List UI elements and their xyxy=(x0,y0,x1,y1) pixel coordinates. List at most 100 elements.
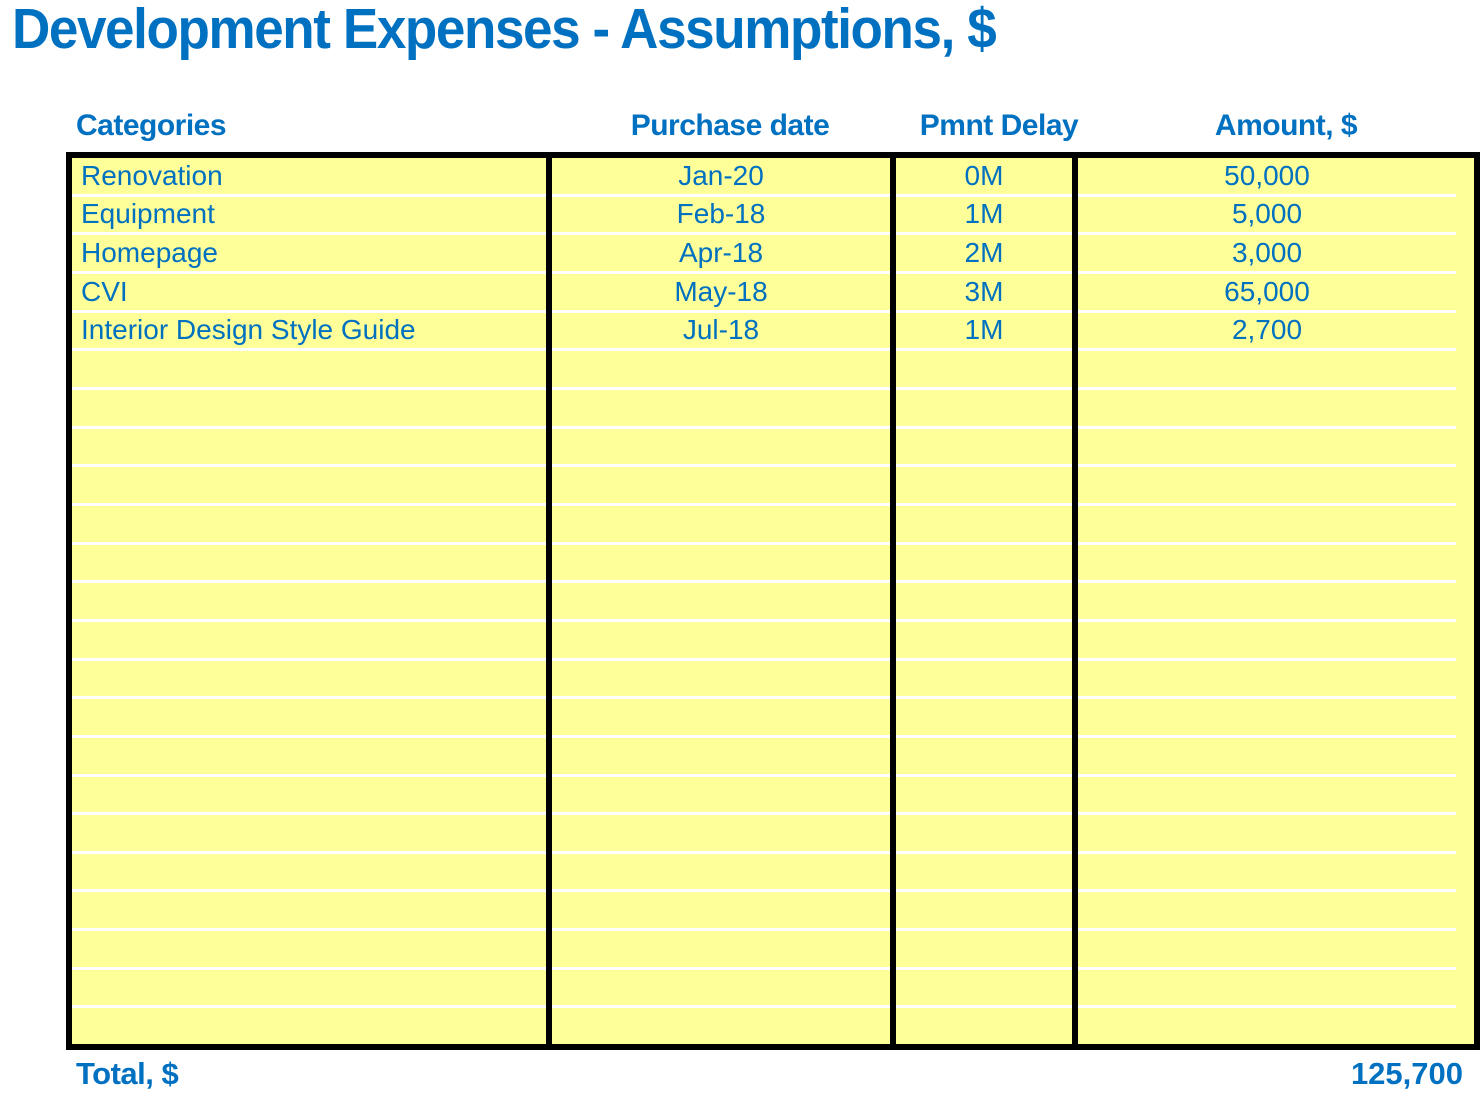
cell-purchase_date-row-1[interactable]: Jan-20 xyxy=(552,158,890,197)
cell-purchase_date-row-18[interactable] xyxy=(552,815,890,854)
cell-amount-row-10[interactable] xyxy=(1078,506,1456,545)
cell-amount-row-15[interactable] xyxy=(1078,699,1456,738)
cell-purchase_date-row-12[interactable] xyxy=(552,583,890,622)
total-label: Total, $ xyxy=(76,1056,179,1091)
cell-amount-row-19[interactable] xyxy=(1078,854,1456,893)
cell-purchase_date-row-3[interactable]: Apr-18 xyxy=(552,235,890,274)
cell-category-row-22[interactable] xyxy=(72,970,546,1009)
cell-purchase_date-row-21[interactable] xyxy=(552,931,890,970)
cell-amount-row-12[interactable] xyxy=(1078,583,1456,622)
cell-purchase_date-row-8[interactable] xyxy=(552,429,890,468)
cell-pmnt_delay-row-23[interactable] xyxy=(896,1008,1072,1044)
cell-pmnt_delay-row-3[interactable]: 2M xyxy=(896,235,1072,274)
cell-purchase_date-row-6[interactable] xyxy=(552,351,890,390)
cell-category-row-16[interactable] xyxy=(72,738,546,777)
cell-amount-row-8[interactable] xyxy=(1078,429,1456,468)
cell-pmnt_delay-row-5[interactable]: 1M xyxy=(896,313,1072,352)
cell-amount-row-7[interactable] xyxy=(1078,390,1456,429)
cell-purchase_date-row-9[interactable] xyxy=(552,467,890,506)
cell-category-row-15[interactable] xyxy=(72,699,546,738)
cell-purchase_date-row-10[interactable] xyxy=(552,506,890,545)
cell-pmnt_delay-row-1[interactable]: 0M xyxy=(896,158,1072,197)
cell-pmnt_delay-row-10[interactable] xyxy=(896,506,1072,545)
cell-pmnt_delay-row-4[interactable]: 3M xyxy=(896,274,1072,313)
cell-category-row-4[interactable]: CVI xyxy=(72,274,546,313)
cell-amount-row-3[interactable]: 3,000 xyxy=(1078,235,1456,274)
cell-amount-row-1[interactable]: 50,000 xyxy=(1078,158,1456,197)
cell-category-row-1[interactable]: Renovation xyxy=(72,158,546,197)
cell-purchase_date-row-22[interactable] xyxy=(552,970,890,1009)
cell-pmnt_delay-row-16[interactable] xyxy=(896,738,1072,777)
cell-amount-row-14[interactable] xyxy=(1078,661,1456,700)
cell-purchase_date-row-19[interactable] xyxy=(552,854,890,893)
table-column-pmnt_delay: 0M 1M 2M 3M 1M xyxy=(896,158,1078,1044)
cell-category-row-11[interactable] xyxy=(72,545,546,584)
cell-pmnt_delay-row-22[interactable] xyxy=(896,970,1072,1009)
cell-pmnt_delay-row-11[interactable] xyxy=(896,545,1072,584)
cell-purchase_date-row-17[interactable] xyxy=(552,777,890,816)
cell-category-row-2[interactable]: Equipment xyxy=(72,197,546,236)
cell-pmnt_delay-row-6[interactable] xyxy=(896,351,1072,390)
cell-amount-row-22[interactable] xyxy=(1078,970,1456,1009)
assumptions-table: Renovation Equipment Homepage CVI Interior D… xyxy=(66,152,1480,1050)
cell-pmnt_delay-row-13[interactable] xyxy=(896,622,1072,661)
cell-purchase_date-row-20[interactable] xyxy=(552,892,890,932)
column-header-pmnt-delay: Pmnt Delay xyxy=(919,109,1079,142)
cell-category-row-21[interactable] xyxy=(72,931,546,970)
cell-pmnt_delay-row-15[interactable] xyxy=(896,699,1072,738)
cell-pmnt_delay-row-2[interactable]: 1M xyxy=(896,197,1072,236)
cell-category-row-18[interactable] xyxy=(72,815,546,854)
total-value: 125,700 xyxy=(1350,1056,1463,1091)
cell-pmnt_delay-row-14[interactable] xyxy=(896,661,1072,700)
cell-category-row-9[interactable] xyxy=(72,467,546,506)
cell-amount-row-18[interactable] xyxy=(1078,815,1456,854)
cell-pmnt_delay-row-9[interactable] xyxy=(896,467,1072,506)
cell-pmnt_delay-row-17[interactable] xyxy=(896,777,1072,816)
cell-category-row-7[interactable] xyxy=(72,390,546,429)
cell-category-row-23[interactable] xyxy=(72,1008,546,1044)
cell-pmnt_delay-row-20[interactable] xyxy=(896,892,1072,932)
cell-category-row-8[interactable] xyxy=(72,429,546,468)
cell-amount-row-6[interactable] xyxy=(1078,351,1456,390)
cell-category-row-14[interactable] xyxy=(72,661,546,700)
cell-purchase_date-row-15[interactable] xyxy=(552,699,890,738)
cell-purchase_date-row-11[interactable] xyxy=(552,545,890,584)
cell-amount-row-2[interactable]: 5,000 xyxy=(1078,197,1456,236)
cell-category-row-3[interactable]: Homepage xyxy=(72,235,546,274)
cell-category-row-10[interactable] xyxy=(72,506,546,545)
cell-amount-row-5[interactable]: 2,700 xyxy=(1078,313,1456,352)
cell-pmnt_delay-row-7[interactable] xyxy=(896,390,1072,429)
cell-category-row-6[interactable] xyxy=(72,351,546,390)
cell-amount-row-16[interactable] xyxy=(1078,738,1456,777)
cell-amount-row-21[interactable] xyxy=(1078,931,1456,970)
cell-category-row-20[interactable] xyxy=(72,892,546,932)
table-column-category: Renovation Equipment Homepage CVI Interior D… xyxy=(72,158,552,1044)
cell-purchase_date-row-4[interactable]: May-18 xyxy=(552,274,890,313)
cell-amount-row-9[interactable] xyxy=(1078,467,1456,506)
cell-amount-row-13[interactable] xyxy=(1078,622,1456,661)
cell-pmnt_delay-row-18[interactable] xyxy=(896,815,1072,854)
cell-amount-row-20[interactable] xyxy=(1078,892,1456,932)
cell-purchase_date-row-13[interactable] xyxy=(552,622,890,661)
cell-category-row-17[interactable] xyxy=(72,777,546,816)
cell-purchase_date-row-23[interactable] xyxy=(552,1008,890,1044)
column-header-purchase-date: Purchase date xyxy=(630,109,830,142)
cell-amount-row-23[interactable] xyxy=(1078,1008,1456,1044)
cell-category-row-19[interactable] xyxy=(72,854,546,893)
cell-amount-row-11[interactable] xyxy=(1078,545,1456,584)
cell-purchase_date-row-14[interactable] xyxy=(552,661,890,700)
cell-category-row-5[interactable]: Interior Design Style Guide xyxy=(72,313,546,352)
cell-amount-row-4[interactable]: 65,000 xyxy=(1078,274,1456,313)
cell-amount-row-17[interactable] xyxy=(1078,777,1456,816)
cell-purchase_date-row-2[interactable]: Feb-18 xyxy=(552,197,890,236)
cell-pmnt_delay-row-12[interactable] xyxy=(896,583,1072,622)
cell-category-row-12[interactable] xyxy=(72,583,546,622)
cell-purchase_date-row-5[interactable]: Jul-18 xyxy=(552,313,890,352)
cell-category-row-13[interactable] xyxy=(72,622,546,661)
cell-pmnt_delay-row-19[interactable] xyxy=(896,854,1072,893)
cell-purchase_date-row-7[interactable] xyxy=(552,390,890,429)
cell-pmnt_delay-row-21[interactable] xyxy=(896,931,1072,970)
table-column-amount: 50,000 5,000 3,000 65,000 2,700 xyxy=(1078,158,1456,1044)
cell-pmnt_delay-row-8[interactable] xyxy=(896,429,1072,468)
cell-purchase_date-row-16[interactable] xyxy=(552,738,890,777)
